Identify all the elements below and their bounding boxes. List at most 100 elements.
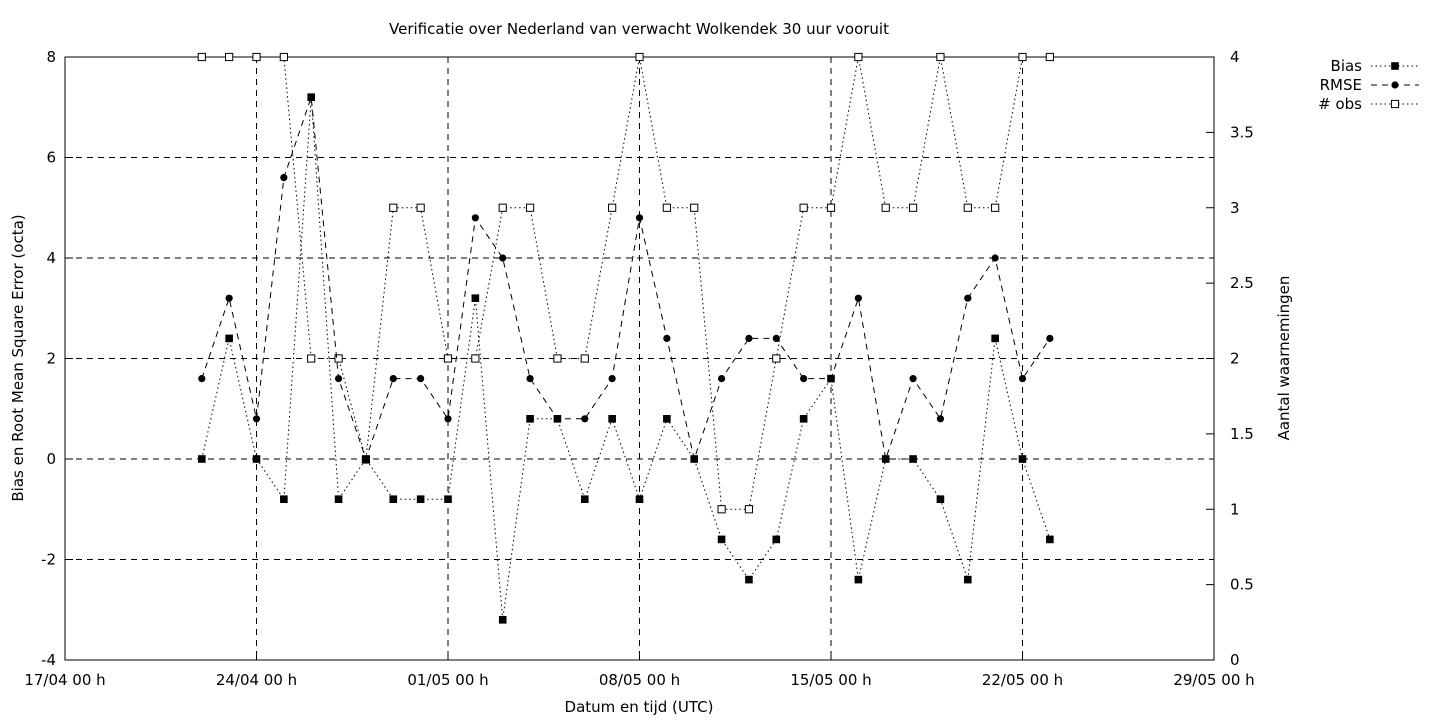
data-point — [717, 375, 726, 383]
data-point — [717, 505, 726, 514]
y-tick-label: 2 — [46, 350, 56, 368]
data-point — [745, 334, 753, 342]
data-point — [498, 616, 507, 624]
x-tick-label: 29/05 00 h — [1173, 671, 1254, 689]
data-point — [1018, 375, 1027, 383]
data-point — [197, 52, 206, 62]
data-point — [744, 505, 754, 514]
x-tick-label: 22/05 00 h — [982, 671, 1063, 689]
y2-tick-label: 3 — [1230, 199, 1240, 217]
y-tick-label: 6 — [46, 149, 56, 167]
data-point — [881, 455, 890, 463]
data-point — [964, 294, 972, 302]
data-point — [854, 294, 862, 302]
chart-title: Verificatie over Nederland van verwacht … — [389, 20, 889, 38]
series-rmse — [198, 93, 1054, 463]
data-point — [471, 214, 479, 222]
data-point — [635, 52, 644, 62]
data-point — [991, 254, 999, 262]
data-point — [553, 415, 562, 423]
legend-label: Bias — [1331, 57, 1363, 75]
data-point — [471, 294, 480, 302]
data-point — [389, 375, 397, 383]
x-axis-label: Datum en tijd (UTC) — [565, 698, 714, 716]
legend-label: RMSE — [1320, 76, 1362, 94]
legend-marker — [1391, 81, 1399, 89]
y-tick-label: 8 — [46, 48, 56, 66]
data-point — [608, 375, 616, 383]
data-point — [417, 375, 425, 383]
data-point — [936, 495, 945, 503]
data-point — [444, 415, 452, 423]
data-point — [827, 374, 835, 383]
left-axis: -4 -2 0 2 4 6 8 — [41, 48, 73, 669]
y2-tick-label: 0.5 — [1230, 576, 1254, 594]
right-axis: 0 0.5 1 1.5 2 2.5 3 3.5 4 — [1206, 48, 1254, 669]
y-tick-label: -4 — [41, 651, 56, 669]
x-axis: 17/04 00 h 24/04 00 h 01/05 00 h 08/05 00 h… — [24, 652, 1255, 689]
data-point — [991, 334, 999, 343]
series-line — [201, 97, 1051, 620]
data-point — [279, 52, 288, 62]
y-axis-label: Bias en Root Mean Square Error (octa) — [9, 214, 27, 501]
data-point — [799, 415, 808, 423]
data-point — [799, 203, 808, 212]
data-point — [772, 535, 781, 544]
data-point — [608, 203, 617, 212]
data-point — [225, 294, 233, 302]
legend-marker — [1390, 99, 1400, 109]
data-point — [936, 415, 945, 423]
y-tick-label: 0 — [46, 450, 56, 468]
data-point — [854, 575, 863, 584]
data-point — [553, 354, 562, 363]
data-point — [307, 354, 316, 363]
data-point — [635, 495, 644, 503]
data-point — [1018, 52, 1027, 62]
y2-tick-label: 0 — [1230, 651, 1240, 669]
data-point — [389, 495, 398, 503]
legend-item: RMSE — [1320, 76, 1419, 94]
data-point — [252, 415, 261, 423]
data-point — [499, 254, 507, 262]
data-point — [662, 203, 671, 212]
series-line — [201, 97, 1051, 461]
data-point — [526, 375, 534, 383]
data-point — [663, 334, 671, 342]
data-point — [1046, 334, 1054, 342]
data-point — [881, 203, 890, 212]
y-tick-label: 4 — [46, 249, 56, 267]
data-point — [334, 375, 343, 383]
data-point — [416, 495, 425, 503]
y-tick-label: -2 — [41, 551, 56, 569]
data-point — [225, 334, 233, 343]
data-point — [280, 495, 288, 503]
data-point — [334, 354, 343, 363]
data-point — [525, 203, 535, 212]
legend-item: # obs — [1318, 95, 1419, 113]
data-point — [690, 203, 699, 212]
data-point — [745, 575, 753, 584]
data-point — [772, 334, 780, 342]
data-point — [690, 455, 699, 463]
x-tick-label: 01/05 00 h — [407, 671, 488, 689]
data-point — [608, 415, 616, 423]
data-point — [198, 375, 206, 383]
data-point — [991, 203, 1000, 212]
x-tick-label: 08/05 00 h — [599, 671, 680, 689]
y2-tick-label: 3.5 — [1230, 123, 1254, 141]
data-point — [471, 354, 480, 363]
data-point — [389, 203, 398, 212]
y2-tick-label: 4 — [1230, 48, 1240, 66]
data-point — [197, 455, 206, 463]
data-point — [908, 203, 918, 212]
series-bias — [197, 93, 1054, 624]
data-point — [307, 93, 316, 101]
x-tick-label: 15/05 00 h — [790, 671, 871, 689]
data-point — [963, 203, 972, 212]
data-point — [444, 495, 452, 503]
data-point — [280, 174, 288, 182]
data-point — [362, 455, 370, 463]
